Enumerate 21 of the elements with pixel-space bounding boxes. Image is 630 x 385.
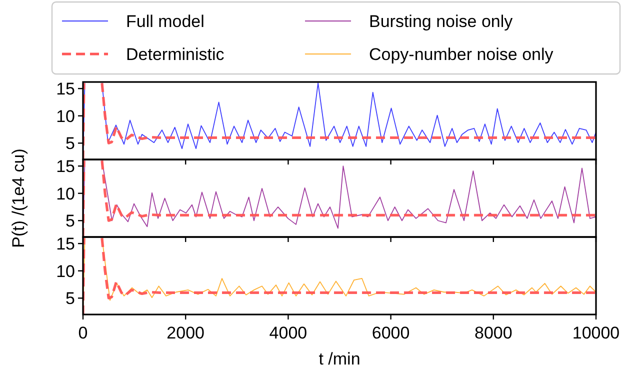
legend-label: Bursting noise only: [369, 12, 514, 31]
y-tick-label: 5: [66, 289, 75, 308]
x-tick-label: 4000: [269, 324, 308, 342]
legend-label: Full model: [126, 12, 204, 31]
x-axis-title: t /min: [318, 350, 360, 368]
x-tick-label: 10000: [572, 324, 620, 342]
legend-label: Deterministic: [126, 44, 225, 64]
y-tick-label: 10: [56, 184, 75, 204]
y-tick-label: 15: [56, 234, 75, 254]
x-tick-label: 0: [78, 324, 88, 342]
y-tick-label: 15: [56, 157, 75, 176]
legend-label: Copy-number noise only: [369, 44, 554, 64]
x-tick-label: 6000: [372, 324, 410, 342]
y-tick-label: 10: [56, 106, 75, 126]
y-tick-label: 15: [56, 80, 75, 98]
x-tick-label: 8000: [474, 324, 512, 342]
y-tick-label: 5: [66, 134, 75, 154]
y-tick-label: 10: [56, 262, 75, 281]
x-tick-label: 2000: [166, 324, 205, 342]
y-axis-title: P(t) /(1e4 cu): [9, 148, 28, 248]
y-tick-label: 5: [66, 212, 75, 231]
